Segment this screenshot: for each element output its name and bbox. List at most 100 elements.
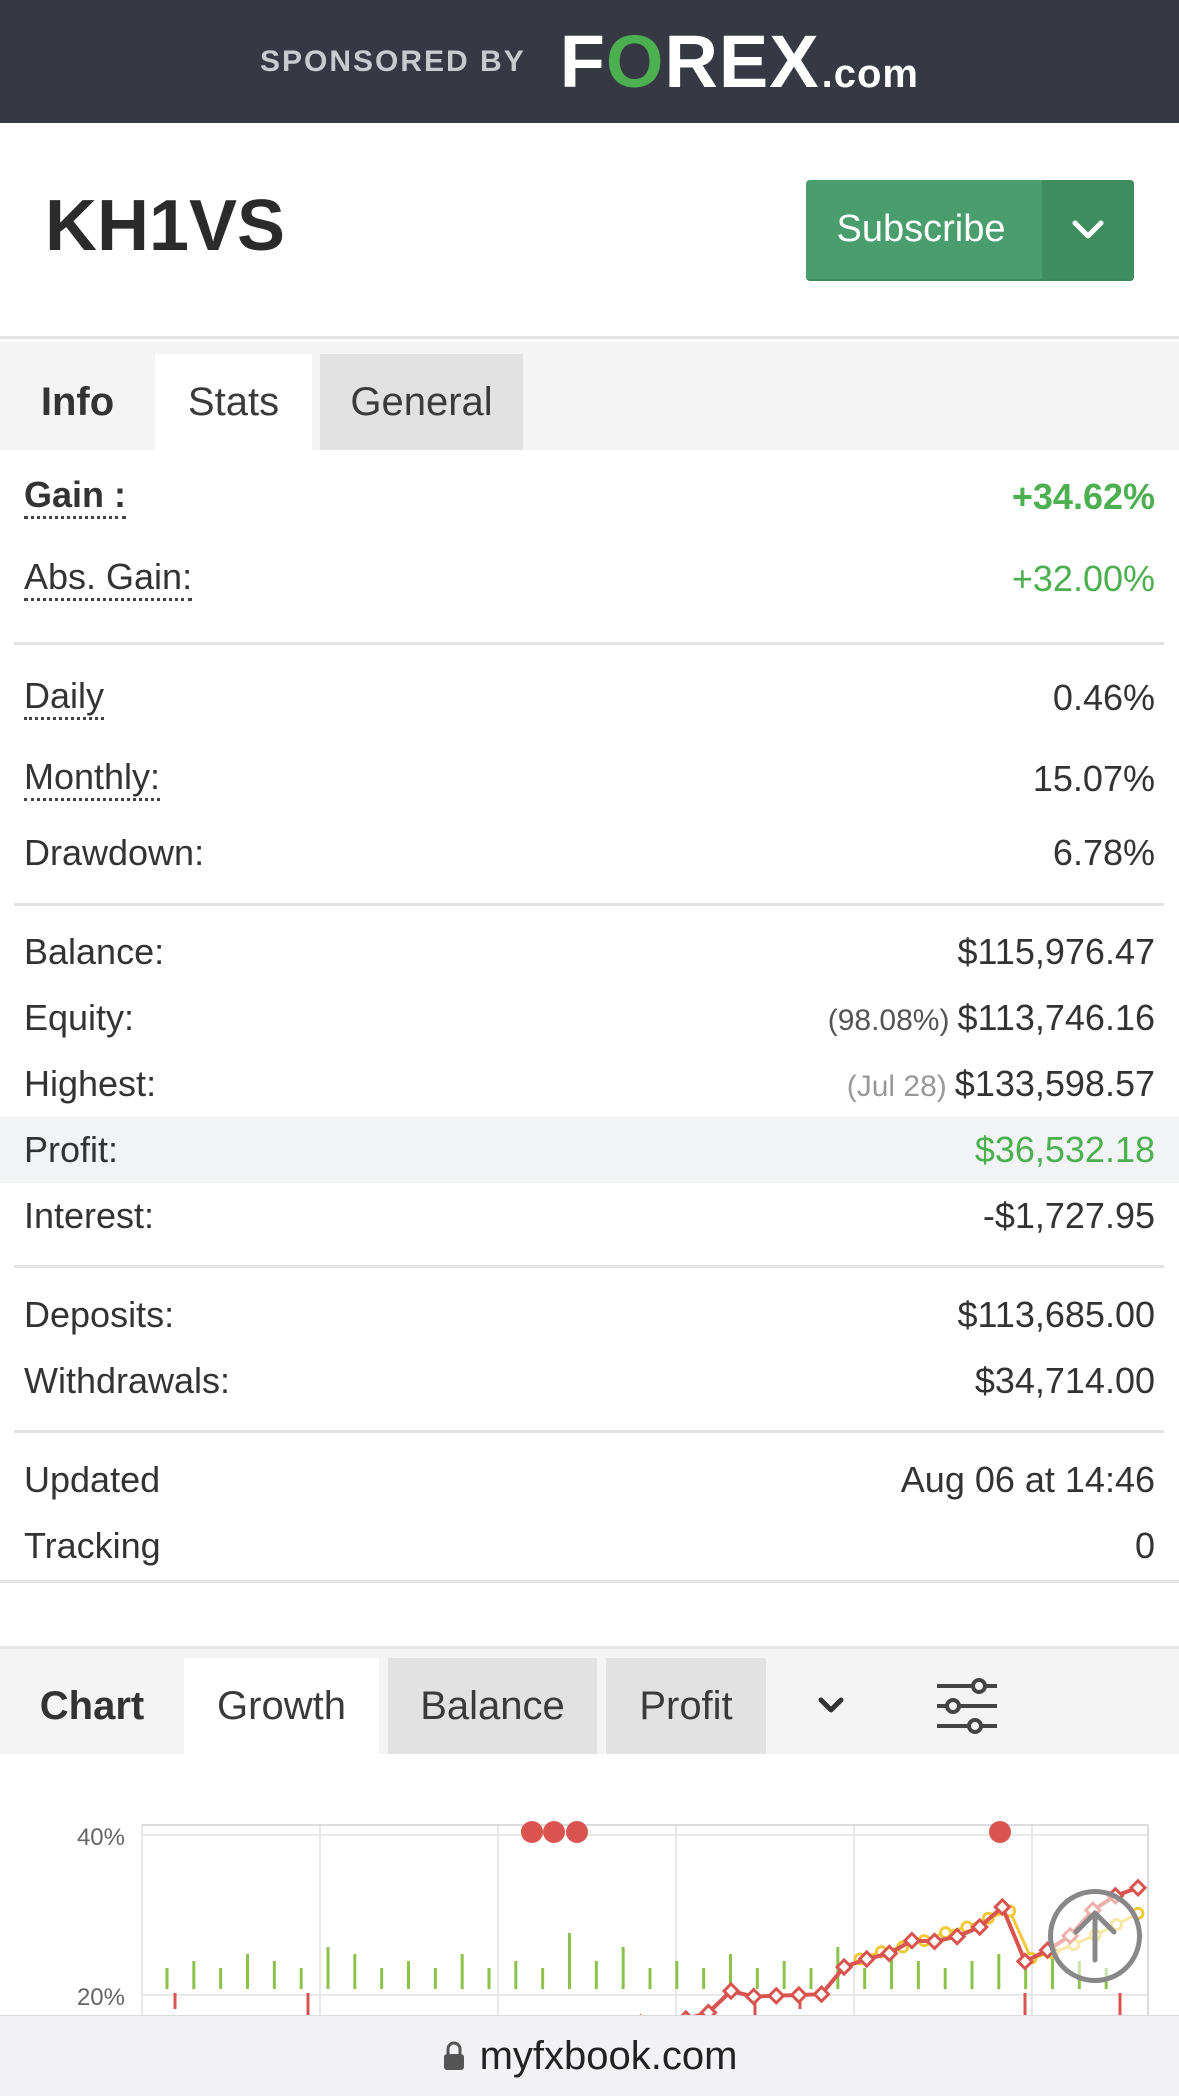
- growth-point: [970, 1917, 989, 1937]
- stat-row-highest: Highest: (Jul 28) $133,598.57: [0, 1051, 1179, 1117]
- growth-point: [902, 1931, 922, 1950]
- stat-row-deposits: Deposits: $113,685.00: [0, 1282, 1179, 1348]
- updated-value: Aug 06 at 14:46: [900, 1459, 1155, 1500]
- daily-label[interactable]: Daily: [24, 676, 105, 721]
- deposits-label: Deposits:: [24, 1294, 175, 1335]
- y-tick-label: 40%: [77, 1824, 125, 1851]
- tab-info[interactable]: Info: [40, 379, 115, 424]
- growth-point: [1128, 1878, 1148, 1897]
- stat-row-interest: Interest: -$1,727.95: [0, 1183, 1179, 1249]
- stat-row-balance: Balance: $115,976.47: [0, 919, 1179, 985]
- growth-point: [834, 1957, 854, 1977]
- abs-gain-label[interactable]: Abs. Gain:: [24, 557, 193, 602]
- address-domain: myfxbook.com: [479, 2033, 738, 2078]
- abs-gain-value: +32.00%: [1011, 558, 1155, 599]
- equity-percent: (98.08%): [827, 1004, 950, 1037]
- gain-label[interactable]: Gain :: [24, 475, 127, 520]
- event-marker: [543, 1821, 565, 1843]
- growth-chart-svg: 40% 20%: [77, 1821, 1149, 2015]
- deposits-value: $113,685.00: [957, 1294, 1155, 1335]
- sliders-icon: [937, 1678, 997, 1734]
- tab-profit[interactable]: Profit: [606, 1658, 766, 1754]
- equity-value: $113,746.16: [957, 997, 1155, 1038]
- subscribe-dropdown-button[interactable]: [1042, 180, 1134, 279]
- growth-point: [789, 1985, 809, 2005]
- stat-row-profit: Profit: $36,532.18: [0, 1117, 1179, 1183]
- page-header: KH1VS Subscribe: [0, 123, 1179, 339]
- subscribe-label[interactable]: Subscribe: [836, 208, 1006, 250]
- stat-row-monthly: Monthly: 15.07%: [0, 746, 1179, 812]
- stat-row-daily: Daily 0.46%: [0, 665, 1179, 731]
- tracking-value: 0: [1134, 1525, 1155, 1566]
- equity-label: Equity:: [24, 997, 135, 1038]
- drawdown-label: Drawdown:: [24, 832, 205, 873]
- growth-point: [993, 1897, 1012, 1917]
- account-tabs: Info Stats General: [0, 342, 1179, 450]
- stat-row-drawdown: Drawdown: 6.78%: [0, 820, 1179, 886]
- event-marker: [521, 1821, 543, 1843]
- highest-date: (Jul 28): [846, 1070, 947, 1103]
- sponsored-by-label: SPONSORED BY: [260, 44, 526, 78]
- interest-value: -$1,727.95: [982, 1195, 1155, 1236]
- chevron-down-icon: [818, 1697, 844, 1713]
- y-tick-label: 20%: [77, 1984, 125, 2011]
- growth-point: [812, 1985, 831, 2004]
- tab-balance[interactable]: Balance: [388, 1658, 597, 1754]
- tab-growth[interactable]: Growth: [184, 1658, 379, 1754]
- growth-point: [721, 1981, 741, 2001]
- divider: [0, 1580, 1179, 1583]
- withdrawals-label: Withdrawals:: [24, 1360, 231, 1401]
- growth-point: [1015, 1952, 1035, 1971]
- stat-row-withdrawals: Withdrawals: $34,714.00: [0, 1348, 1179, 1414]
- daily-value: 0.46%: [1052, 677, 1155, 718]
- interest-label: Interest:: [24, 1195, 155, 1236]
- forex-logo[interactable]: F O REX .com: [560, 19, 919, 104]
- growth-point: [699, 2003, 718, 2015]
- growth-point: [880, 1944, 899, 1963]
- growth-point: [744, 1987, 763, 2006]
- stat-row-equity: Equity: (98.08%) $113,746.16: [0, 985, 1179, 1051]
- growth-point: [947, 1927, 967, 1946]
- logo-dotcom: .com: [821, 52, 919, 96]
- growth-point: [857, 1949, 876, 1969]
- event-marker: [566, 1821, 588, 1843]
- highest-value: $133,598.57: [954, 1063, 1155, 1104]
- highest-label: Highest:: [24, 1063, 157, 1104]
- lock-icon: [442, 2041, 466, 2071]
- balance-label: Balance:: [24, 931, 165, 972]
- address-bar[interactable]: myfxbook.com: [0, 2015, 1179, 2096]
- growth-point: [925, 1932, 944, 1951]
- divider: [14, 642, 1164, 645]
- subscribe-button[interactable]: Subscribe: [806, 180, 1134, 279]
- sponsor-banner[interactable]: SPONSORED BY F O REX .com: [0, 0, 1179, 123]
- tracking-label: Tracking: [24, 1525, 161, 1566]
- stat-row-tracking: Tracking 0: [0, 1513, 1179, 1579]
- profit-label: Profit:: [24, 1129, 119, 1170]
- profit-value: $36,532.18: [974, 1129, 1155, 1170]
- logo-o: O: [605, 20, 665, 103]
- tab-general[interactable]: General: [320, 354, 523, 450]
- chart-settings-button[interactable]: [896, 1658, 1038, 1754]
- divider: [14, 903, 1164, 906]
- growth-point: [767, 1986, 786, 2005]
- withdrawals-value: $34,714.00: [974, 1360, 1155, 1401]
- monthly-value: 15.07%: [1032, 758, 1155, 799]
- chart-type-dropdown[interactable]: [766, 1658, 896, 1754]
- page-title: KH1VS: [45, 186, 286, 266]
- stat-row-updated: Updated Aug 06 at 14:46: [0, 1447, 1179, 1513]
- monthly-label[interactable]: Monthly:: [24, 757, 161, 802]
- logo-rex: REX: [664, 20, 820, 103]
- tab-chart[interactable]: Chart: [39, 1683, 145, 1728]
- balance-value: $115,976.47: [957, 931, 1155, 972]
- scroll-to-top-button[interactable]: [1048, 1889, 1142, 1983]
- divider: [14, 1265, 1164, 1268]
- arrow-up-icon: [1073, 1910, 1117, 1963]
- tab-stats[interactable]: Stats: [155, 354, 312, 450]
- logo-f: F: [559, 20, 606, 103]
- gain-value: +34.62%: [1011, 476, 1155, 517]
- divider: [14, 1430, 1164, 1433]
- growth-chart: 40% 20%: [0, 1755, 1179, 2015]
- drawdown-value: 6.78%: [1052, 832, 1155, 873]
- chart-tabs: Chart Growth Balance Profit: [0, 1646, 1179, 1754]
- updated-label: Updated: [24, 1459, 161, 1500]
